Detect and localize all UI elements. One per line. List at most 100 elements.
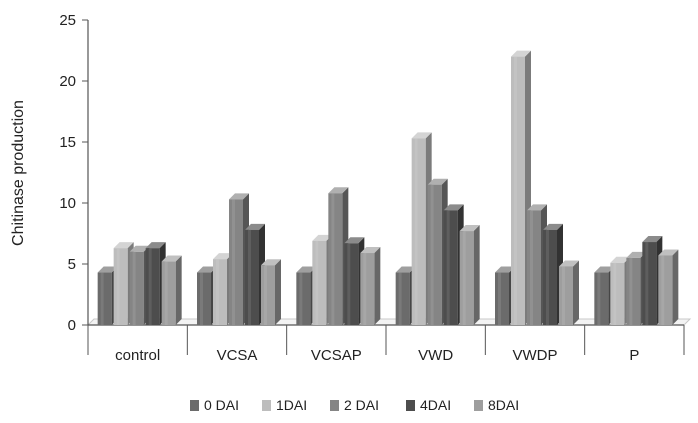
bar-highlight bbox=[232, 199, 235, 325]
x-category-label: control bbox=[115, 347, 160, 364]
bar-highlight bbox=[462, 231, 466, 325]
legend-swatch bbox=[406, 400, 415, 411]
bar-highlight bbox=[132, 251, 136, 325]
bar-front bbox=[296, 272, 311, 325]
bar-top bbox=[344, 237, 365, 244]
legend-label: 1DAI bbox=[276, 397, 307, 413]
bar-top bbox=[559, 260, 579, 267]
bar bbox=[559, 260, 579, 325]
legend-item: 2 DAI bbox=[330, 397, 379, 413]
bar-front bbox=[626, 257, 641, 325]
bar-highlight bbox=[347, 243, 351, 325]
bar-front bbox=[145, 248, 160, 325]
bar-front bbox=[113, 248, 128, 325]
bar-top bbox=[610, 256, 631, 263]
legend-label: 8DAI bbox=[488, 397, 519, 413]
bar-front bbox=[427, 184, 442, 325]
x-category-label: VWD bbox=[418, 347, 453, 364]
bar-highlight bbox=[645, 242, 649, 325]
bar-side bbox=[374, 247, 381, 325]
bar bbox=[360, 247, 381, 325]
bar-highlight bbox=[248, 229, 251, 325]
legend-label: 0 DAI bbox=[204, 397, 239, 413]
bar-front bbox=[229, 199, 243, 325]
bar-top bbox=[543, 223, 563, 230]
bar-front bbox=[197, 272, 211, 325]
bar-front bbox=[658, 255, 673, 325]
x-category-label: VWDP bbox=[513, 347, 558, 364]
bar bbox=[658, 249, 679, 325]
x-category-label: VCSA bbox=[217, 347, 258, 364]
bar-top bbox=[197, 266, 217, 273]
bar-front bbox=[213, 259, 227, 325]
legend-label: 2 DAI bbox=[344, 397, 379, 413]
bar-highlight bbox=[315, 240, 319, 325]
legend-item: 1DAI bbox=[262, 397, 307, 413]
bar-front bbox=[312, 240, 327, 325]
bar-top bbox=[129, 245, 150, 252]
bar-front bbox=[360, 253, 375, 325]
bar-side bbox=[573, 260, 579, 325]
bar-front bbox=[642, 242, 657, 325]
bar-top bbox=[113, 242, 134, 249]
y-tick-label: 5 bbox=[68, 256, 76, 273]
bar-front bbox=[344, 243, 359, 325]
bar-highlight bbox=[331, 193, 335, 325]
bar-top bbox=[642, 236, 663, 243]
legend-item: 8DAI bbox=[474, 397, 519, 413]
bar-front bbox=[411, 138, 426, 325]
bar-front bbox=[511, 56, 525, 325]
bar-top bbox=[229, 193, 249, 200]
bar bbox=[495, 266, 515, 325]
axes bbox=[82, 19, 685, 355]
bar-highlight bbox=[216, 259, 219, 325]
bar-front bbox=[261, 265, 275, 325]
legend-item: 0 DAI bbox=[190, 397, 239, 413]
bar-highlight bbox=[613, 262, 617, 325]
bar-highlight bbox=[514, 56, 517, 325]
bar-highlight bbox=[430, 184, 434, 325]
y-tick-label: 10 bbox=[59, 195, 76, 212]
bar-side bbox=[175, 255, 182, 325]
bar-highlight bbox=[629, 257, 633, 325]
bar-front bbox=[543, 229, 557, 325]
bar-front bbox=[395, 272, 410, 325]
bar-highlight bbox=[530, 210, 533, 325]
bar-front bbox=[97, 272, 112, 325]
bar-side bbox=[275, 259, 281, 325]
bar-highlight bbox=[597, 272, 601, 325]
y-tick-label: 25 bbox=[59, 12, 76, 29]
legend: 0 DAI 1DAI 2 DAI 4DAI 8DAI bbox=[190, 397, 519, 413]
bar-top bbox=[443, 204, 464, 211]
bar-highlight bbox=[446, 210, 450, 325]
y-tick-labels: 0 5 10 15 20 25 bbox=[59, 12, 76, 334]
legend-swatch bbox=[474, 400, 483, 411]
bar-front bbox=[527, 210, 541, 325]
bar bbox=[129, 245, 150, 325]
bar-front bbox=[459, 231, 474, 325]
bar-highlight bbox=[498, 272, 501, 325]
bar-top bbox=[658, 249, 679, 256]
bar-side bbox=[672, 249, 679, 325]
bar-top bbox=[97, 266, 118, 273]
y-axis-title: Chitinase production bbox=[10, 100, 27, 246]
bar-highlight bbox=[398, 272, 402, 325]
bar-highlight bbox=[299, 272, 303, 325]
bar-front bbox=[328, 193, 343, 325]
category-labels: control VCSA VCSAP VWD VWDP P bbox=[115, 347, 639, 364]
bar-highlight bbox=[100, 272, 104, 325]
bar-top bbox=[427, 178, 448, 185]
legend-swatch bbox=[330, 400, 339, 411]
legend-label: 4DAI bbox=[420, 397, 451, 413]
bar-highlight bbox=[200, 272, 203, 325]
bar-front bbox=[245, 229, 259, 325]
bars bbox=[97, 50, 679, 325]
bar-top bbox=[527, 204, 547, 211]
bar-top bbox=[312, 234, 333, 241]
bar-highlight bbox=[414, 138, 418, 325]
x-category-label: VCSAP bbox=[311, 347, 362, 364]
bar-top bbox=[296, 266, 317, 273]
bar-highlight bbox=[661, 255, 665, 325]
bar-front bbox=[559, 266, 573, 325]
